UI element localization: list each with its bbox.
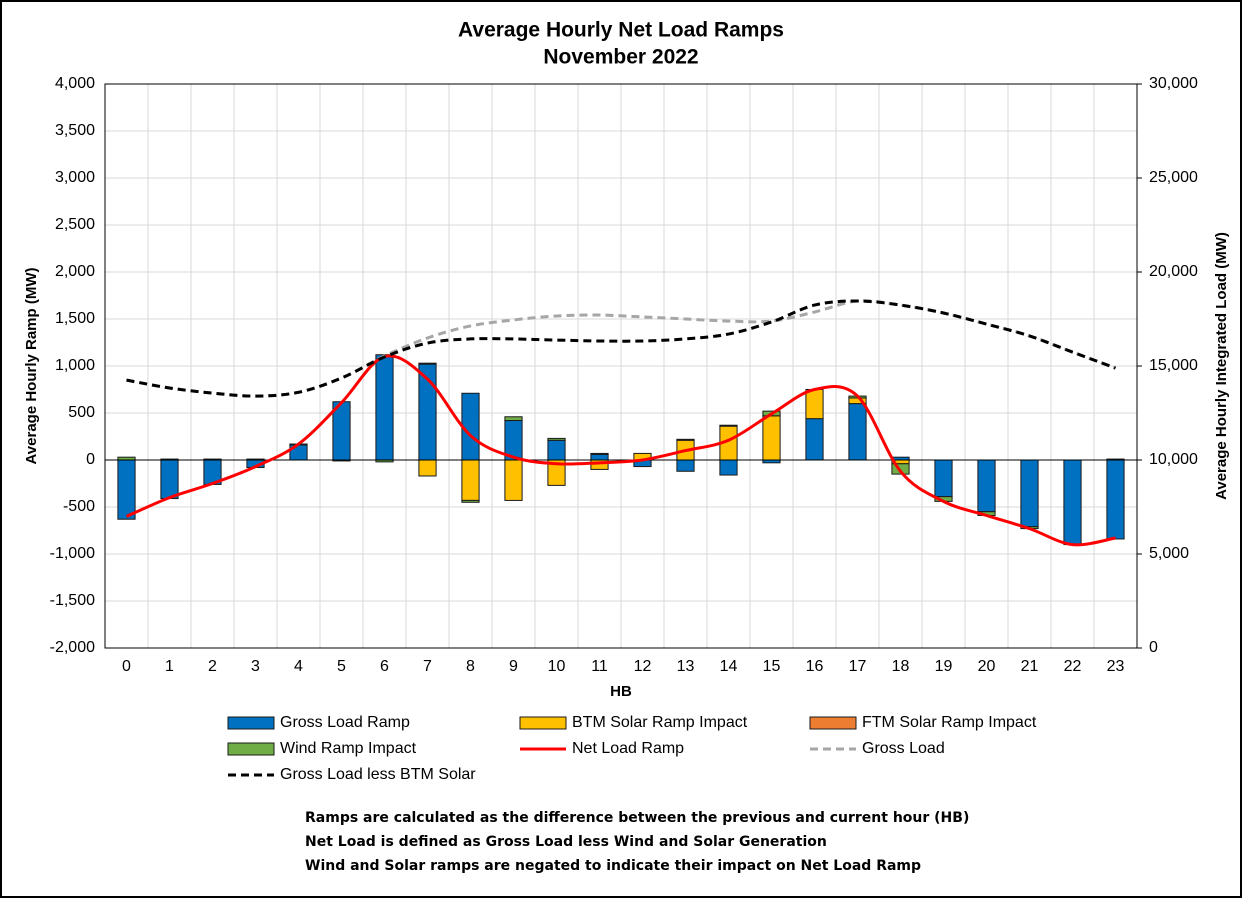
y-tick-label: 3,000 — [55, 169, 95, 186]
x-tick-label: 8 — [466, 658, 475, 675]
y-tick-label: 3,500 — [55, 122, 95, 139]
bar-segment — [805, 418, 824, 461]
bar-segment — [418, 362, 437, 365]
y-tick-label: 1,000 — [55, 357, 95, 374]
legend-label: Gross Load Ramp — [280, 714, 410, 731]
bar-segment — [1063, 459, 1082, 546]
x-tick-label: 1 — [165, 658, 174, 675]
x-tick-label: 0 — [122, 658, 131, 675]
line-series — [126, 299, 1117, 398]
legend-label: Gross Load less BTM Solar — [280, 766, 476, 783]
bar-segment — [461, 499, 480, 503]
bar-segment — [805, 389, 824, 420]
legend-label: Wind Ramp Impact — [280, 740, 417, 757]
bar-segment — [504, 416, 523, 422]
x-tick-label: 19 — [935, 658, 953, 675]
y2-axis-label: Average Hourly Integrated Load (MW) — [1213, 232, 1230, 500]
y-axis-label: Average Hourly Ramp (MW) — [23, 268, 40, 465]
legend-swatch — [227, 716, 275, 730]
y2-tick-label: 10,000 — [1149, 451, 1198, 468]
bar-segment — [504, 459, 523, 501]
bar-segment — [676, 459, 695, 472]
y2-tick-label: 25,000 — [1149, 169, 1198, 186]
y2-tick-label: 15,000 — [1149, 357, 1198, 374]
legend-swatch — [809, 716, 857, 730]
bar-segment — [160, 459, 179, 500]
chart-title: Average Hourly Net Load Ramps — [458, 19, 784, 42]
x-tick-label: 20 — [978, 658, 996, 675]
y-tick-label: -1,500 — [50, 592, 95, 609]
bar-segment — [375, 354, 394, 461]
y-tick-label: 0 — [86, 451, 95, 468]
bar-segment — [719, 424, 738, 427]
bar-segment — [848, 403, 867, 461]
x-tick-label: 3 — [251, 658, 260, 675]
y2-tick-label: 30,000 — [1149, 75, 1198, 92]
y-tick-label: -1,000 — [50, 545, 95, 562]
x-tick-label: 22 — [1064, 658, 1082, 675]
bar-segment — [418, 459, 437, 477]
x-tick-label: 23 — [1107, 658, 1125, 675]
x-tick-label: 4 — [294, 658, 303, 675]
x-tick-label: 13 — [677, 658, 695, 675]
x-tick-label: 9 — [509, 658, 518, 675]
bar-segment — [762, 415, 781, 461]
legend-label: FTM Solar Ramp Impact — [862, 714, 1037, 731]
bar-segment — [719, 459, 738, 476]
x-tick-label: 10 — [548, 658, 566, 675]
bar-segment — [676, 438, 695, 441]
bar-segment — [117, 459, 136, 520]
bar-segment — [977, 459, 996, 513]
bar-segment — [547, 437, 566, 441]
y-tick-label: 2,000 — [55, 263, 95, 280]
y2-tick-label: 20,000 — [1149, 263, 1198, 280]
x-tick-label: 17 — [849, 658, 867, 675]
y-tick-label: -2,000 — [50, 639, 95, 656]
bar-segment — [1106, 459, 1125, 540]
y-tick-label: 2,500 — [55, 216, 95, 233]
bar-segment — [934, 459, 953, 498]
y-tick-label: 1,500 — [55, 310, 95, 327]
chart-subtitle: November 2022 — [543, 46, 698, 69]
x-tick-label: 2 — [208, 658, 217, 675]
x-tick-label: 14 — [720, 658, 738, 675]
note: Wind and Solar ramps are negated to indi… — [305, 858, 921, 874]
legend-swatch — [519, 716, 567, 730]
y-tick-label: 500 — [68, 404, 95, 421]
legend-swatch — [227, 742, 275, 756]
plot-border — [104, 83, 1138, 649]
bar-segment — [590, 453, 609, 461]
x-tick-label: 16 — [806, 658, 824, 675]
x-tick-label: 6 — [380, 658, 389, 675]
bar-segment — [547, 439, 566, 461]
x-axis-label: HB — [610, 683, 632, 700]
x-tick-label: 11 — [591, 658, 608, 675]
bar-segment — [461, 459, 480, 501]
line-series — [125, 354, 1116, 547]
legend-label: Gross Load — [862, 740, 945, 757]
bar-segment — [590, 452, 609, 455]
y2-tick-label: 5,000 — [1149, 545, 1189, 562]
x-tick-label: 18 — [892, 658, 910, 675]
x-tick-label: 15 — [763, 658, 781, 675]
x-tick-label: 7 — [423, 658, 432, 675]
legend-label: Net Load Ramp — [572, 740, 684, 757]
y-tick-label: 4,000 — [55, 75, 95, 92]
y-tick-label: -500 — [63, 498, 95, 515]
note: Ramps are calculated as the difference b… — [305, 810, 969, 826]
note: Net Load is defined as Gross Load less W… — [305, 834, 827, 850]
x-tick-label: 12 — [634, 658, 652, 675]
y2-tick-label: 0 — [1149, 639, 1158, 656]
legend-label: BTM Solar Ramp Impact — [572, 714, 748, 731]
x-tick-label: 21 — [1021, 658, 1039, 675]
x-tick-label: 5 — [337, 658, 346, 675]
bar-segment — [1020, 459, 1039, 528]
